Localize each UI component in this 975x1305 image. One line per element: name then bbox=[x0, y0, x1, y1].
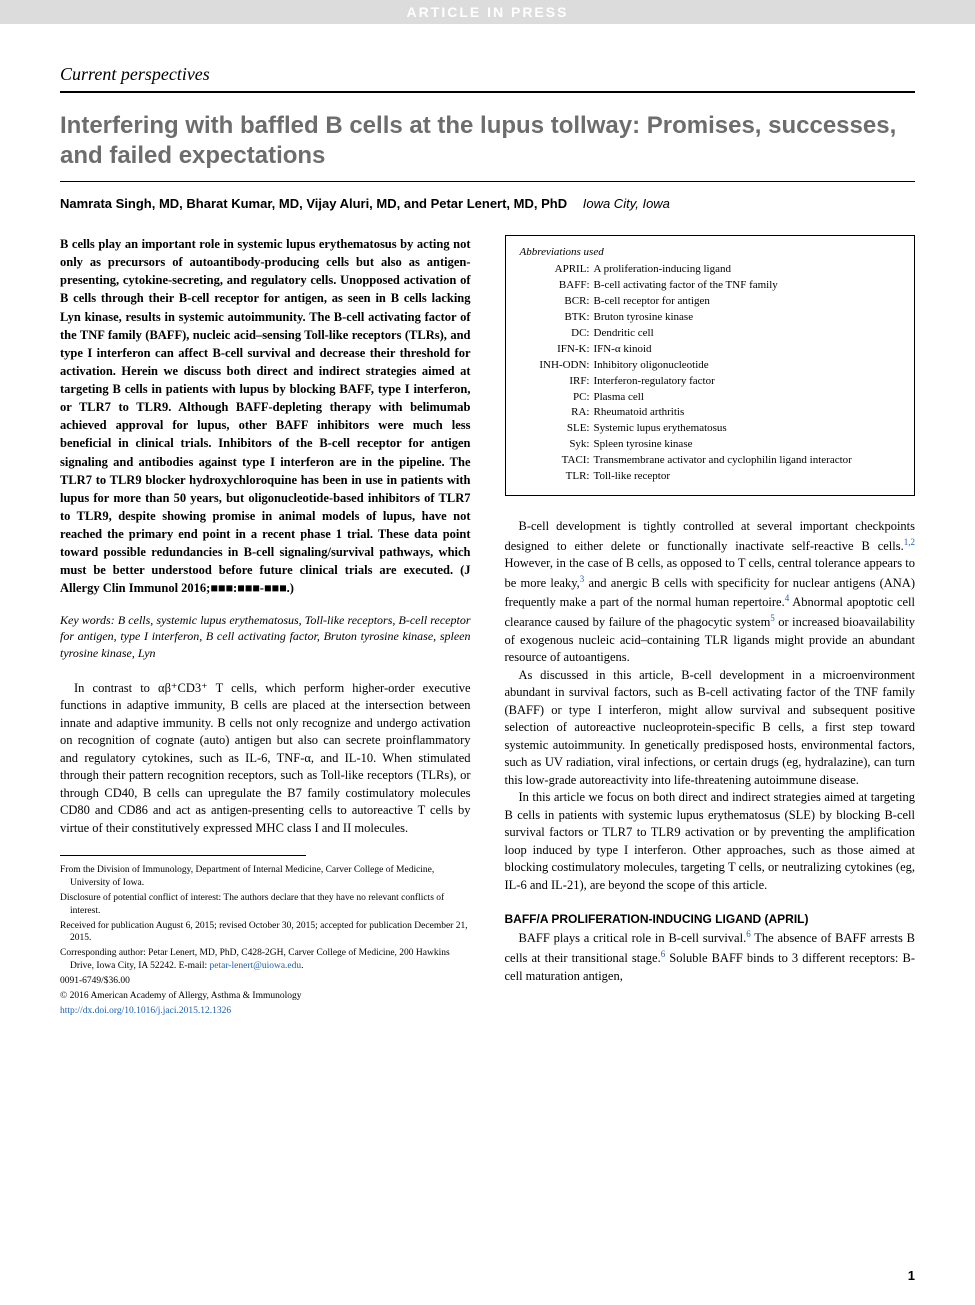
abbreviation-key: BAFF: bbox=[520, 278, 594, 294]
abbreviation-row: Syk:Spleen tyrosine kinase bbox=[520, 437, 901, 453]
abbreviation-row: BAFF:B-cell activating factor of the TNF… bbox=[520, 278, 901, 294]
abbreviation-row: BCR:B-cell receptor for antigen bbox=[520, 294, 901, 310]
abbreviation-key: DC: bbox=[520, 326, 594, 342]
abbreviation-key: BCR: bbox=[520, 294, 594, 310]
abbreviation-key: TACI: bbox=[520, 453, 594, 469]
email-link[interactable]: petar-lenert@uiowa.edu bbox=[210, 961, 302, 971]
abbreviation-value: Interferon-regulatory factor bbox=[594, 374, 901, 390]
footnotes: From the Division of Immunology, Departm… bbox=[60, 864, 471, 1017]
abbreviations-list: APRIL:A proliferation-inducing ligandBAF… bbox=[520, 262, 901, 485]
keywords: Key words: B cells, systemic lupus eryth… bbox=[60, 612, 471, 662]
abbreviations-box: Abbreviations used APRIL:A proliferation… bbox=[505, 235, 916, 496]
page-content: Current perspectives Interfering with ba… bbox=[0, 24, 975, 1039]
abbreviation-value: Transmembrane activator and cyclophilin … bbox=[594, 453, 901, 469]
abbreviation-value: A proliferation-inducing ligand bbox=[594, 262, 901, 278]
footnote-from: From the Division of Immunology, Departm… bbox=[60, 864, 471, 890]
abstract: B cells play an important role in system… bbox=[60, 235, 471, 598]
footnote-copyright: © 2016 American Academy of Allergy, Asth… bbox=[60, 990, 471, 1003]
footnotes-rule bbox=[60, 855, 306, 856]
abbreviation-row: TACI:Transmembrane activator and cycloph… bbox=[520, 453, 901, 469]
abbreviation-key: APRIL: bbox=[520, 262, 594, 278]
footnote-disclosure: Disclosure of potential conflict of inte… bbox=[60, 892, 471, 918]
abbreviation-value: Inhibitory oligonucleotide bbox=[594, 358, 901, 374]
abbreviation-key: Syk: bbox=[520, 437, 594, 453]
abbreviation-row: TLR:Toll-like receptor bbox=[520, 469, 901, 485]
right-paragraph-3: In this article we focus on both direct … bbox=[505, 789, 916, 894]
abbreviations-header: Abbreviations used bbox=[520, 246, 901, 258]
abbreviation-value: B-cell receptor for antigen bbox=[594, 294, 901, 310]
right-paragraph-2: As discussed in this article, B-cell dev… bbox=[505, 667, 916, 790]
abbreviation-row: IRF:Interferon-regulatory factor bbox=[520, 374, 901, 390]
article-in-press-banner: ARTICLE IN PRESS bbox=[0, 0, 975, 24]
abbreviation-value: Systemic lupus erythematosus bbox=[594, 421, 901, 437]
two-column-layout: B cells play an important role in system… bbox=[60, 235, 915, 1019]
abbreviation-row: APRIL:A proliferation-inducing ligand bbox=[520, 262, 901, 278]
abbreviation-value: Spleen tyrosine kinase bbox=[594, 437, 901, 453]
abbreviation-row: BTK:Bruton tyrosine kinase bbox=[520, 310, 901, 326]
right-column: Abbreviations used APRIL:A proliferation… bbox=[505, 235, 916, 1019]
authors-line: Namrata Singh, MD, Bharat Kumar, MD, Vij… bbox=[60, 196, 915, 211]
abbreviation-key: BTK: bbox=[520, 310, 594, 326]
abbreviation-key: PC: bbox=[520, 390, 594, 406]
abbreviation-row: IFN-K:IFN-α kinoid bbox=[520, 342, 901, 358]
doi-link[interactable]: http://dx.doi.org/10.1016/j.jaci.2015.12… bbox=[60, 1006, 231, 1016]
abbreviation-key: IRF: bbox=[520, 374, 594, 390]
abbreviation-row: INH-ODN:Inhibitory oligonucleotide bbox=[520, 358, 901, 374]
abbreviation-row: PC:Plasma cell bbox=[520, 390, 901, 406]
left-column: B cells play an important role in system… bbox=[60, 235, 471, 1019]
keywords-text: B cells, systemic lupus erythematosus, T… bbox=[60, 613, 471, 661]
page-number: 1 bbox=[908, 1268, 915, 1283]
authors-location: Iowa City, Iowa bbox=[583, 196, 670, 211]
rule-under-title bbox=[60, 181, 915, 182]
footnote-corresponding: Corresponding author: Petar Lenert, MD, … bbox=[60, 947, 471, 973]
section-heading-baff: BAFF/A PROLIFERATION-INDUCING LIGAND (AP… bbox=[505, 912, 916, 926]
abbreviation-key: INH-ODN: bbox=[520, 358, 594, 374]
abbreviation-row: DC:Dendritic cell bbox=[520, 326, 901, 342]
abbreviation-row: RA:Rheumatoid arthritis bbox=[520, 405, 901, 421]
p1-text-a: B-cell development is tightly controlled… bbox=[505, 519, 916, 553]
abbreviation-value: B-cell activating factor of the TNF fami… bbox=[594, 278, 901, 294]
abbreviation-value: Bruton tyrosine kinase bbox=[594, 310, 901, 326]
article-title: Interfering with baffled B cells at the … bbox=[60, 111, 915, 171]
abbreviation-key: IFN-K: bbox=[520, 342, 594, 358]
rule-top bbox=[60, 91, 915, 93]
right-paragraph-1: B-cell development is tightly controlled… bbox=[505, 518, 916, 667]
abbreviation-value: IFN-α kinoid bbox=[594, 342, 901, 358]
keywords-label: Key words: bbox=[60, 613, 115, 627]
abbreviation-row: SLE:Systemic lupus erythematosus bbox=[520, 421, 901, 437]
left-intro-paragraph: In contrast to αβ⁺CD3⁺ T cells, which pe… bbox=[60, 680, 471, 838]
footnote-received: Received for publication August 6, 2015;… bbox=[60, 920, 471, 946]
abbreviation-value: Rheumatoid arthritis bbox=[594, 405, 901, 421]
abbreviation-value: Plasma cell bbox=[594, 390, 901, 406]
footnote-issn: 0091-6749/$36.00 bbox=[60, 975, 471, 988]
abbreviation-value: Toll-like receptor bbox=[594, 469, 901, 485]
abbreviation-key: SLE: bbox=[520, 421, 594, 437]
section-label: Current perspectives bbox=[60, 64, 915, 85]
ref-link[interactable]: 1,2 bbox=[904, 537, 915, 547]
authors-names: Namrata Singh, MD, Bharat Kumar, MD, Vij… bbox=[60, 196, 567, 211]
baff-text-a: BAFF plays a critical role in B-cell sur… bbox=[519, 931, 747, 945]
abbreviation-key: TLR: bbox=[520, 469, 594, 485]
abbreviation-key: RA: bbox=[520, 405, 594, 421]
abbreviation-value: Dendritic cell bbox=[594, 326, 901, 342]
baff-paragraph: BAFF plays a critical role in B-cell sur… bbox=[505, 928, 916, 985]
